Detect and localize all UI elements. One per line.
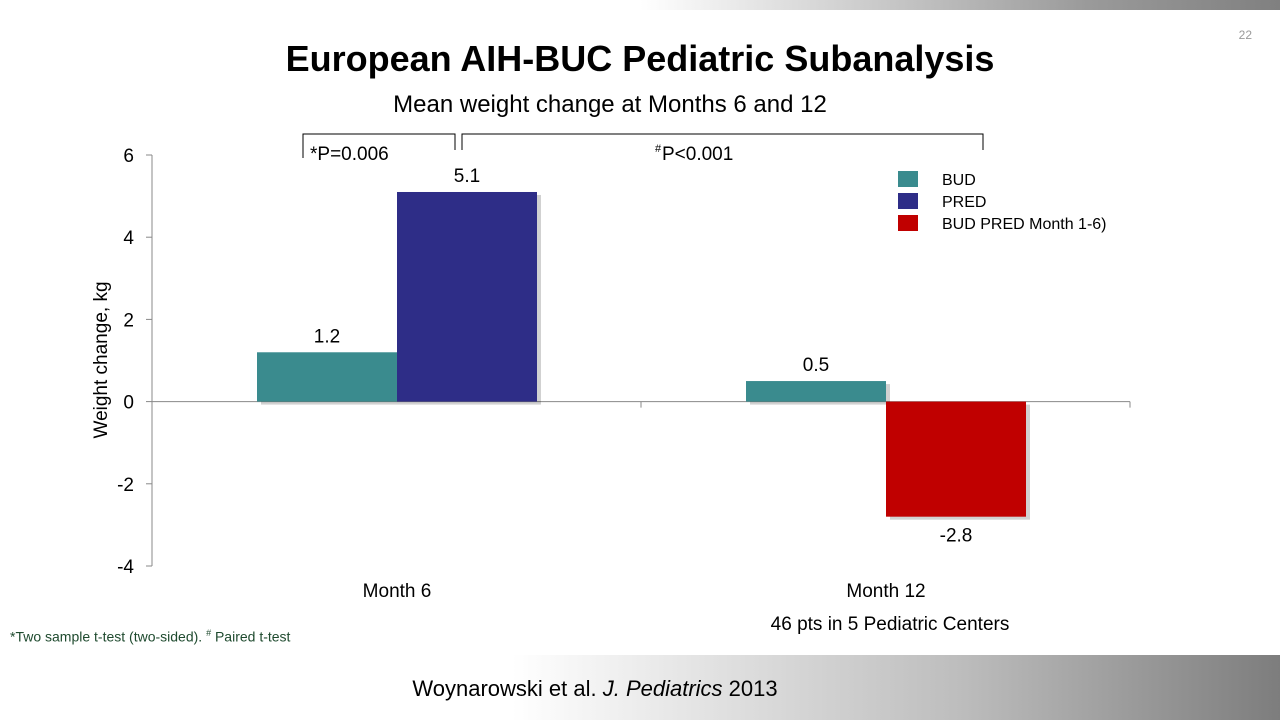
- bar-bud-2: [886, 401, 1026, 517]
- y-tick-label: -2: [117, 475, 134, 496]
- footnote-text-1: *Two sample t-test (two-sided).: [10, 628, 207, 645]
- footnote-hash: #: [206, 628, 212, 638]
- top-gradient-bar: [0, 0, 1280, 10]
- data-label: 5.1: [454, 166, 480, 187]
- citation-journal: J. Pediatrics: [602, 676, 723, 701]
- legend-swatch-3: [898, 215, 918, 231]
- p-value-month-6: *P=0.006: [310, 144, 389, 165]
- citation: Woynarowski et al. J. Pediatrics 2013: [0, 676, 1190, 702]
- significance-bracket-2: [461, 133, 984, 150]
- y-tick-label: 6: [123, 146, 134, 167]
- data-label: 1.2: [314, 326, 340, 347]
- significance-bracket-1: [302, 133, 456, 158]
- y-tick-label: 4: [123, 228, 134, 249]
- y-axis-label: Weight change, kg: [91, 281, 112, 438]
- data-label: -2.8: [940, 526, 973, 547]
- p-value-month-12: P<0.001: [662, 144, 733, 165]
- x-tick-label: Month 12: [846, 581, 925, 602]
- legend-label-1: BUD: [942, 172, 976, 189]
- legend-label-2: PRED: [942, 194, 986, 211]
- slide-title: European AIH-BUC Pediatric Subanalysis: [285, 38, 995, 79]
- bar-pred-1: [397, 191, 537, 402]
- legend-swatch-1: [898, 171, 918, 187]
- citation-year: 2013: [722, 676, 778, 701]
- chart-subtitle: Mean weight change at Months 6 and 12: [393, 91, 827, 118]
- legend-swatch-2: [898, 193, 918, 209]
- bar-bud-1: [257, 352, 397, 402]
- citation-authors: Woynarowski et al.: [412, 676, 603, 701]
- x-axis-note: 46 pts in 5 Pediatric Centers: [771, 614, 1010, 635]
- slide-number: 22: [1238, 28, 1252, 42]
- p-value-hash: #: [655, 143, 662, 155]
- x-tick-label: Month 6: [363, 581, 432, 602]
- footnote-text-2: Paired t-test: [211, 628, 291, 645]
- bottom-gradient-bar: [0, 655, 1280, 720]
- y-tick-label: 0: [123, 393, 134, 414]
- y-tick-label: -4: [117, 557, 134, 578]
- legend-label-3: BUD PRED Month 1-6): [942, 216, 1107, 233]
- bar-bud-2: [746, 381, 886, 402]
- y-tick-label: 2: [123, 310, 134, 331]
- footnote: *Two sample t-test (two-sided). # Paired…: [10, 628, 290, 645]
- data-label: 0.5: [803, 355, 829, 376]
